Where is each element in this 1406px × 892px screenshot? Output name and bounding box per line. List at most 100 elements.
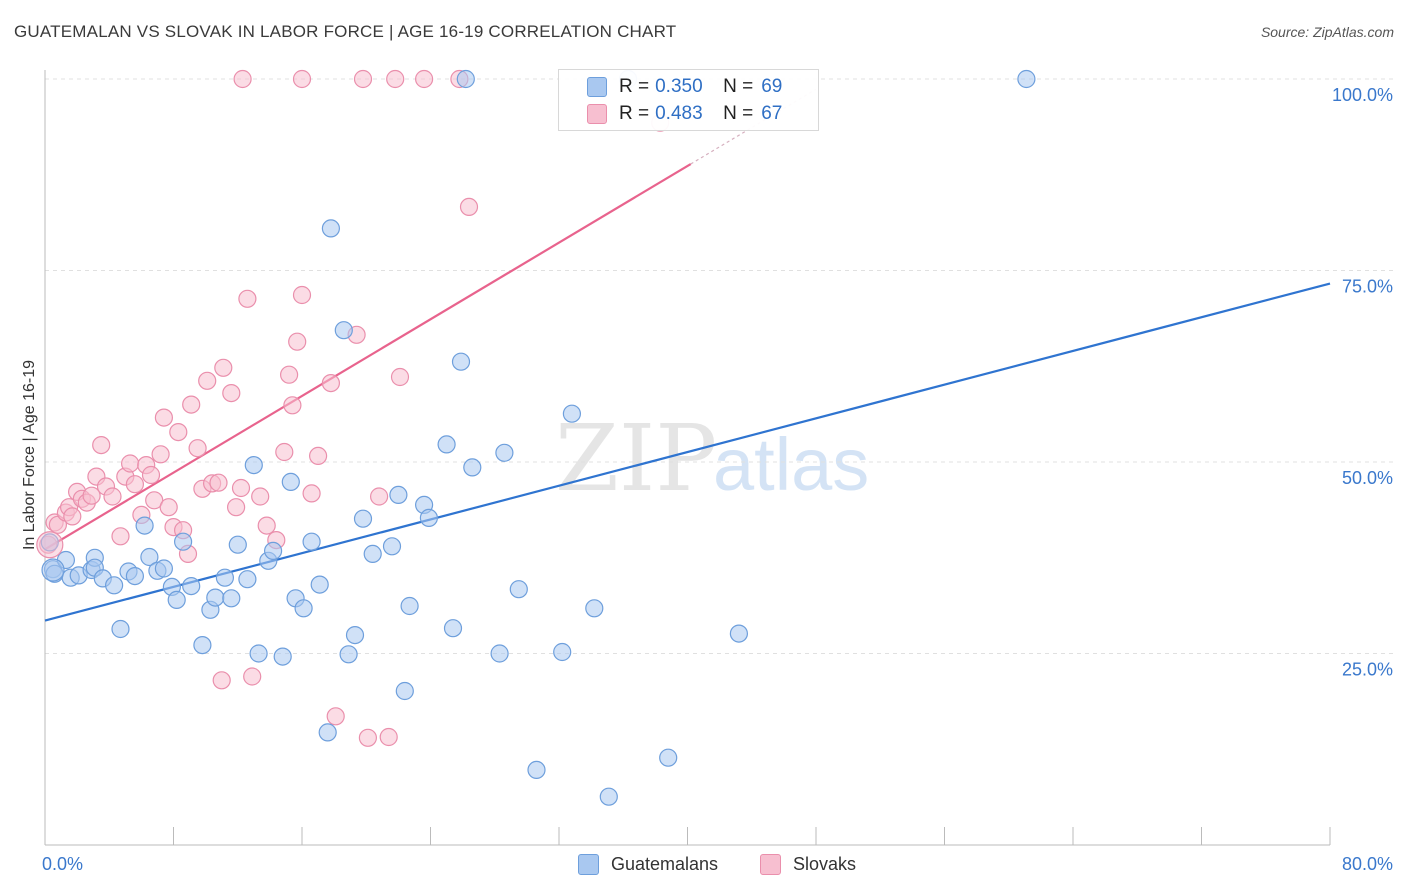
y-axis-label: In Labor Force | Age 16-19 xyxy=(21,360,38,550)
point-slovaks xyxy=(280,365,299,384)
point-slovaks xyxy=(198,371,217,390)
y-tick-label: 50.0% xyxy=(1342,468,1393,488)
point-slovaks xyxy=(188,439,207,458)
point-slovaks xyxy=(292,285,312,305)
stats-legend: R = 0.350 N = 69 R = 0.483 N = 67 xyxy=(558,69,819,131)
point-slovaks xyxy=(92,436,111,455)
point-guatemalans xyxy=(193,635,212,655)
chart-title: GUATEMALAN VS SLOVAK IN LABOR FORCE | AG… xyxy=(14,22,677,41)
point-slovaks-cluster xyxy=(36,531,64,559)
legend-r-value: 0.483 xyxy=(655,103,703,124)
point-slovaks xyxy=(251,487,270,506)
point-slovaks xyxy=(233,69,252,89)
point-guatemalans xyxy=(244,456,263,475)
point-guatemalans xyxy=(585,599,604,618)
point-slovaks xyxy=(159,498,178,517)
point-guatemalans xyxy=(104,576,124,595)
point-guatemalans xyxy=(321,219,340,238)
legend-swatch-pink xyxy=(587,104,607,124)
point-slovaks xyxy=(288,332,307,351)
zipatlas-watermark: ZIP atlas xyxy=(555,405,869,512)
point-guatemalans xyxy=(443,619,463,638)
point-slovaks xyxy=(353,69,373,89)
point-guatemalans xyxy=(345,625,365,645)
legend-label-slovaks: Slovaks xyxy=(793,853,857,874)
point-slovaks xyxy=(415,69,434,89)
point-slovaks xyxy=(309,446,328,465)
axes xyxy=(44,70,1331,846)
chart-source: Source: ZipAtlas.com xyxy=(1260,24,1394,40)
point-guatemalans xyxy=(599,787,618,806)
watermark-atlas: atlas xyxy=(713,423,869,506)
point-guatemalans xyxy=(140,547,159,567)
point-guatemalans xyxy=(302,532,321,551)
point-guatemalans xyxy=(167,590,186,610)
point-guatemalans xyxy=(273,647,292,666)
legend-label-guatemalans: Guatemalans xyxy=(611,853,719,874)
point-slovaks xyxy=(121,454,140,473)
legend-r-label: R = xyxy=(619,76,650,97)
point-guatemalans-cluster xyxy=(41,558,65,582)
point-guatemalans xyxy=(527,760,546,780)
point-guatemalans xyxy=(215,568,234,587)
point-guatemalans xyxy=(509,580,528,599)
point-slovaks xyxy=(141,465,161,485)
point-slovaks xyxy=(302,484,321,503)
legend-row-slovaks: R = 0.483 N = 67 xyxy=(587,102,782,126)
point-slovaks xyxy=(238,289,257,308)
point-guatemalans xyxy=(154,559,173,578)
point-guatemalans xyxy=(249,644,268,663)
point-guatemalans xyxy=(389,485,408,504)
point-slovaks xyxy=(222,384,241,403)
point-slovaks xyxy=(209,473,228,492)
y-tick-label: 75.0% xyxy=(1342,277,1393,297)
point-slovaks xyxy=(151,445,170,464)
point-guatemalans xyxy=(353,509,373,528)
legend-r-label: R = xyxy=(619,103,650,124)
point-slovaks xyxy=(358,728,377,747)
point-guatemalans xyxy=(125,566,144,586)
legend-row-guatemalans: R = 0.350 N = 69 xyxy=(587,75,782,99)
point-slovaks xyxy=(379,727,398,747)
point-slovaks xyxy=(154,408,173,427)
point-slovaks xyxy=(182,395,201,414)
legend-item-guatemalans: Guatemalans xyxy=(578,851,718,877)
data-points xyxy=(36,69,1036,806)
point-guatemalans xyxy=(553,642,572,662)
point-guatemalans xyxy=(281,472,300,491)
x-tick-label: 0.0% xyxy=(42,854,83,874)
point-guatemalans xyxy=(490,644,509,663)
point-slovaks xyxy=(459,197,479,216)
point-slovaks xyxy=(370,487,389,506)
point-slovaks xyxy=(214,358,233,377)
point-guatemalans xyxy=(264,541,283,561)
point-slovaks xyxy=(283,396,302,415)
point-guatemalans xyxy=(206,588,225,607)
point-guatemalans xyxy=(451,352,471,371)
point-guatemalans xyxy=(400,596,419,616)
point-guatemalans xyxy=(228,535,247,554)
point-guatemalans xyxy=(382,537,402,556)
point-guatemalans xyxy=(318,723,337,742)
point-slovaks xyxy=(82,486,101,505)
point-slovaks xyxy=(63,507,82,526)
y-tick-label: 100.0% xyxy=(1332,85,1393,105)
legend-n-label: N = xyxy=(723,103,754,124)
legend-n-value: 67 xyxy=(761,103,783,124)
point-slovaks xyxy=(231,478,251,498)
legend-item-slovaks: Slovaks xyxy=(760,851,856,877)
point-guatemalans xyxy=(174,532,193,551)
point-guatemalans xyxy=(463,458,482,477)
point-slovaks xyxy=(227,498,246,517)
point-slovaks xyxy=(386,69,405,89)
point-guatemalans xyxy=(294,599,313,618)
point-guatemalans xyxy=(334,321,353,340)
point-guatemalans xyxy=(395,681,414,701)
point-guatemalans xyxy=(310,575,329,594)
trend-line-guatemalans xyxy=(44,282,1331,622)
legend-n-label: N = xyxy=(723,76,754,97)
point-slovaks xyxy=(145,491,164,510)
point-slovaks xyxy=(125,475,144,494)
point-slovaks xyxy=(212,671,231,690)
